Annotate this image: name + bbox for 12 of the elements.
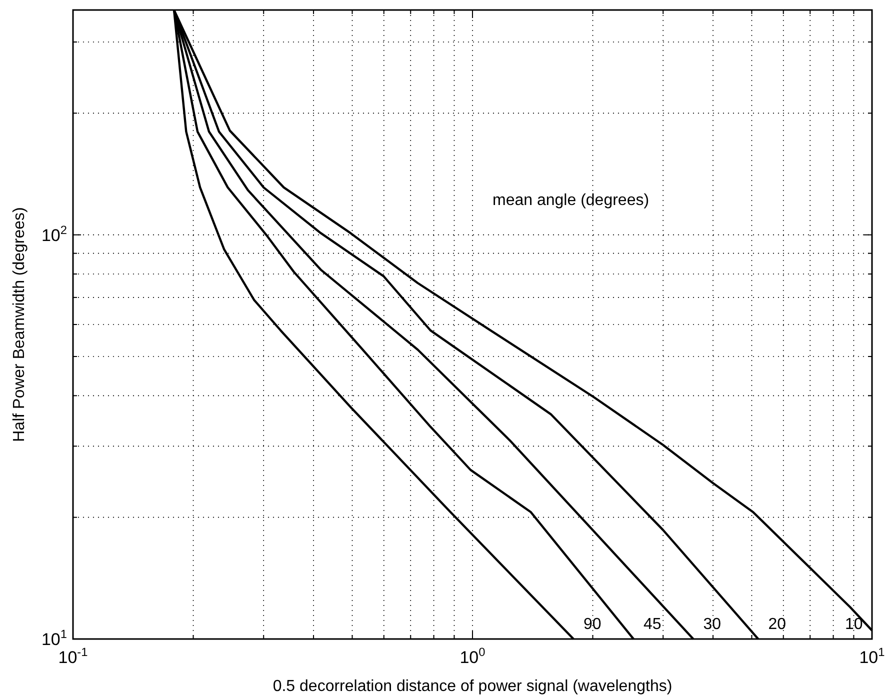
y-tick-label: 10$^{2}$ [41,222,68,245]
series-label: 20 [768,616,786,633]
annotation: mean angle (degrees) [492,192,650,209]
x-axis-title: 0.5 decorrelation distance of power signal (wavelengths) [272,678,672,695]
series-label: 10 [845,616,863,633]
x-tick-label: 10$^{0}$ [460,645,486,667]
series-label: 45 [644,616,662,633]
x-tick-label: 10$^{-1}$ [58,645,88,667]
y-axis-title: Half Power Beamwidth (degrees) [11,207,28,442]
series-label: 90 [584,616,602,633]
series-label: 30 [703,616,722,633]
x-tick-label: 10$^{1}$ [859,645,886,667]
